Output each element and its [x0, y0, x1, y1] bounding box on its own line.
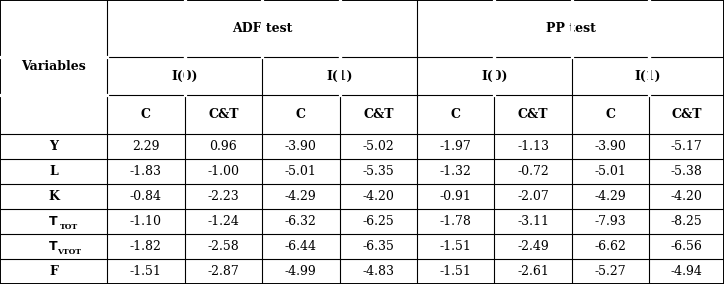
- Text: -1.51: -1.51: [439, 240, 472, 253]
- Text: -6.32: -6.32: [285, 215, 317, 228]
- Text: -5.38: -5.38: [670, 165, 703, 178]
- Text: -4.29: -4.29: [285, 190, 316, 203]
- Text: -4.20: -4.20: [670, 190, 703, 203]
- Text: -2.49: -2.49: [518, 240, 549, 253]
- Text: I(1): I(1): [635, 70, 661, 83]
- Text: -5.17: -5.17: [671, 140, 702, 153]
- Text: -5.01: -5.01: [285, 165, 317, 178]
- Text: F: F: [49, 265, 58, 278]
- Text: C: C: [141, 108, 151, 121]
- Text: $\mathbf{T}$: $\mathbf{T}$: [49, 215, 59, 228]
- Text: 2.29: 2.29: [132, 140, 159, 153]
- Text: -1.32: -1.32: [439, 165, 472, 178]
- Text: TOT: TOT: [60, 222, 79, 231]
- Text: VTOT: VTOT: [57, 248, 82, 256]
- Text: $\mathbf{T}$: $\mathbf{T}$: [49, 240, 59, 253]
- Text: I(0): I(0): [172, 70, 198, 83]
- Text: C&T: C&T: [208, 108, 239, 121]
- Text: ADF test: ADF test: [232, 22, 292, 35]
- Text: L: L: [49, 165, 58, 178]
- Text: -1.00: -1.00: [207, 165, 240, 178]
- Text: -1.24: -1.24: [207, 215, 240, 228]
- Text: -6.35: -6.35: [362, 240, 395, 253]
- Text: -3.90: -3.90: [285, 140, 317, 153]
- Text: -5.01: -5.01: [594, 165, 627, 178]
- Text: K: K: [48, 190, 59, 203]
- Text: -2.07: -2.07: [518, 190, 549, 203]
- Text: C&T: C&T: [363, 108, 394, 121]
- Text: -4.83: -4.83: [362, 265, 395, 278]
- Text: -6.56: -6.56: [670, 240, 703, 253]
- Text: -5.35: -5.35: [363, 165, 394, 178]
- Text: -2.23: -2.23: [208, 190, 239, 203]
- Text: -0.84: -0.84: [130, 190, 162, 203]
- Text: -1.51: -1.51: [439, 265, 472, 278]
- Text: -1.51: -1.51: [130, 265, 162, 278]
- Text: C&T: C&T: [671, 108, 702, 121]
- Text: -1.78: -1.78: [439, 215, 472, 228]
- Text: -1.10: -1.10: [130, 215, 162, 228]
- Text: -6.44: -6.44: [285, 240, 317, 253]
- Text: Variables: Variables: [21, 60, 86, 73]
- Text: 0.96: 0.96: [209, 140, 237, 153]
- Text: -5.27: -5.27: [595, 265, 626, 278]
- Text: Y: Y: [49, 140, 58, 153]
- Text: -6.62: -6.62: [594, 240, 627, 253]
- Text: I(1): I(1): [327, 70, 353, 83]
- Text: -2.58: -2.58: [208, 240, 239, 253]
- Text: -8.25: -8.25: [671, 215, 702, 228]
- Text: -0.72: -0.72: [518, 165, 549, 178]
- Text: -4.29: -4.29: [595, 190, 626, 203]
- Text: -1.97: -1.97: [440, 140, 471, 153]
- Text: C: C: [606, 108, 615, 121]
- Text: -2.87: -2.87: [208, 265, 239, 278]
- Text: -2.61: -2.61: [517, 265, 550, 278]
- Text: -6.25: -6.25: [363, 215, 394, 228]
- Text: -4.99: -4.99: [285, 265, 316, 278]
- Text: -3.11: -3.11: [517, 215, 550, 228]
- Text: PP test: PP test: [546, 22, 595, 35]
- Text: -4.94: -4.94: [670, 265, 703, 278]
- Text: I(0): I(0): [481, 70, 508, 83]
- Text: -1.82: -1.82: [130, 240, 162, 253]
- Text: -1.13: -1.13: [517, 140, 550, 153]
- Text: -1.83: -1.83: [130, 165, 162, 178]
- Text: -3.90: -3.90: [594, 140, 627, 153]
- Text: -7.93: -7.93: [595, 215, 626, 228]
- Text: -4.20: -4.20: [362, 190, 395, 203]
- Text: C: C: [451, 108, 460, 121]
- Text: -5.02: -5.02: [363, 140, 394, 153]
- Text: C&T: C&T: [518, 108, 549, 121]
- Text: -0.91: -0.91: [439, 190, 472, 203]
- Text: C: C: [296, 108, 306, 121]
